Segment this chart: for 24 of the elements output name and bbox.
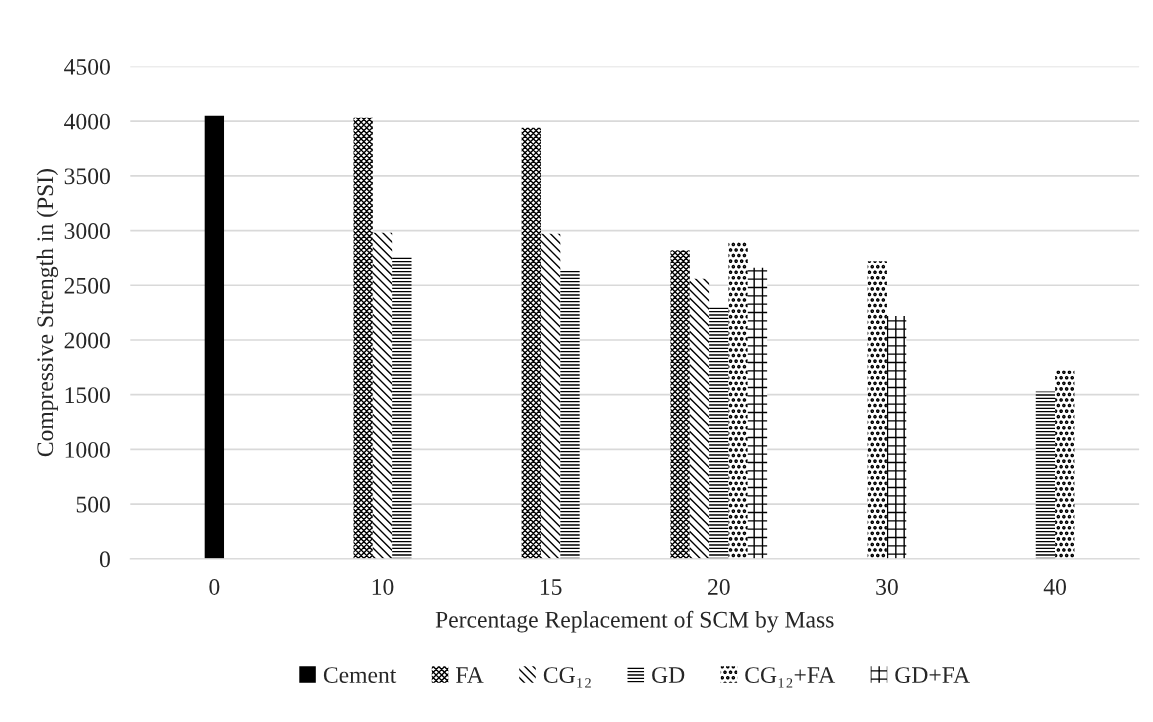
legend-label: Cement [323, 667, 397, 684]
x-axis-title: Percentage Replacement of SCM by Mass [435, 610, 834, 633]
y-tick-label: 3500 [64, 168, 110, 185]
legend-label: CG₁₂ [543, 667, 591, 688]
y-tick-label: 500 [76, 496, 110, 513]
x-tick-label: 40 [1043, 578, 1066, 595]
x-tick-label: 0 [209, 578, 220, 595]
y-axis-title: Compressive Strength in (PSI) [36, 169, 59, 457]
legend-label: GD+FA [895, 667, 970, 684]
y-tick-label: 1000 [65, 441, 110, 458]
x-tick-label: 15 [540, 579, 562, 595]
x-tick-label: 30 [876, 578, 898, 595]
y-tick-label: 4000 [64, 113, 110, 130]
x-tick-label: 10 [372, 578, 394, 595]
y-tick-label: 4500 [64, 58, 110, 75]
legend-label: CG₁₂+FA [745, 667, 836, 688]
legend-label: GD [652, 667, 685, 684]
x-tick-label: 20 [708, 578, 730, 595]
legend-label: FA [456, 667, 484, 683]
y-tick-label: 0 [99, 551, 110, 568]
y-tick-label: 2000 [64, 332, 110, 349]
y-tick-label: 1500 [65, 387, 110, 404]
y-tick-label: 3000 [64, 223, 110, 239]
y-tick-label: 2500 [64, 277, 110, 294]
